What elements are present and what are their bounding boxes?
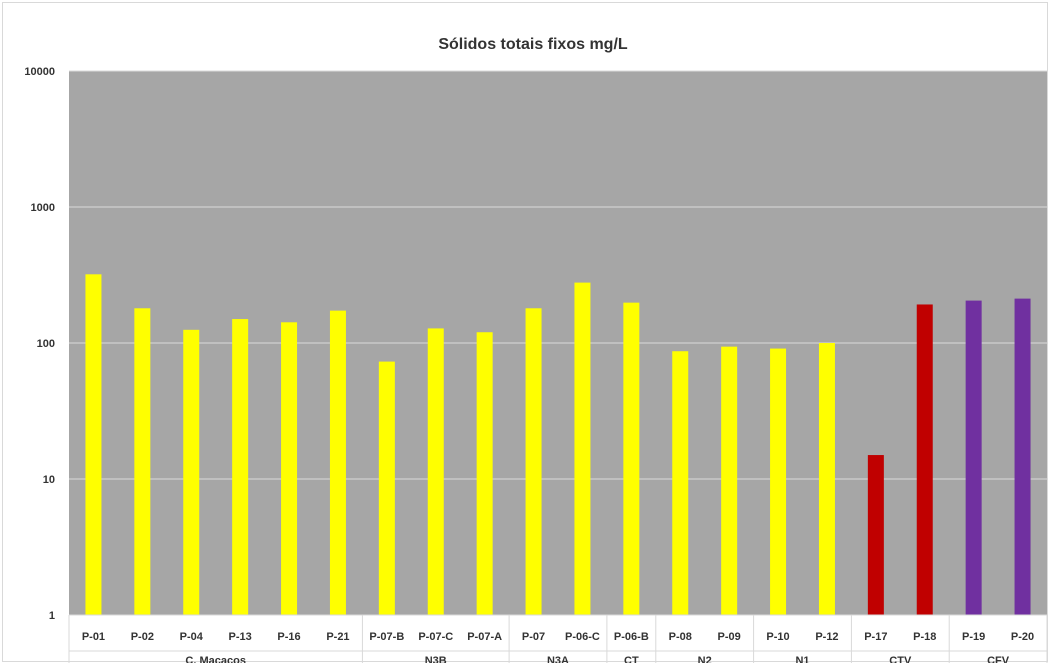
x-tick-label: P-10 (766, 631, 789, 643)
bar-p-08 (672, 351, 689, 615)
x-tick-label: P-16 (277, 631, 300, 643)
bar-p-02 (134, 308, 151, 615)
x-tick-label: P-07-C (418, 631, 453, 643)
bar-p-13 (232, 319, 249, 615)
bar-p-10 (770, 348, 787, 615)
y-tick-label: 100 (37, 338, 55, 350)
bar-p-20 (1014, 298, 1031, 615)
bar-p-07-b (378, 361, 395, 615)
x-tick-label: P-18 (913, 631, 936, 643)
y-axis: 1 10 100 1000 10000 (24, 66, 55, 622)
bar-p-21 (329, 310, 346, 615)
y-tick-label: 10 (43, 474, 55, 486)
y-tick-label: 1000 (31, 202, 55, 214)
x-tick-label: P-06-C (565, 631, 600, 643)
y-tick-label: 1 (49, 610, 55, 622)
bar-p-12 (818, 343, 835, 615)
x-tick-label: P-19 (962, 631, 985, 643)
x-tick-label: P-20 (1011, 631, 1034, 643)
y-tick-label: 10000 (24, 66, 55, 78)
bar-p-16 (281, 322, 298, 615)
group-label: N3B (425, 655, 447, 663)
bar-p-19 (965, 300, 982, 615)
bar-p-18 (916, 304, 933, 615)
x-tick-label: P-12 (815, 631, 838, 643)
bar-p-07-c (427, 328, 444, 615)
group-label: CT (624, 655, 639, 663)
chart: Sólidos totais fixos mg/L 1 10 100 1000 1000… (24, 36, 1048, 663)
x-axis: P-01 P-02 P-04 P-13 P-16 P-21 P-07-B P-07-C P-07… (68, 614, 1048, 663)
x-tick-label: P-13 (229, 631, 252, 643)
bar-p-01 (85, 274, 102, 615)
bar-p-06-c (574, 282, 591, 615)
x-tick-label: P-17 (864, 631, 887, 643)
group-label: CTV (889, 655, 912, 663)
x-tick-label: P-04 (180, 631, 204, 643)
bar-p-17 (867, 455, 884, 615)
x-tick-label: P-02 (131, 631, 154, 643)
group-label: N2 (698, 655, 712, 663)
bar-p-07-a (476, 332, 493, 615)
group-label: N1 (795, 655, 809, 663)
x-tick-label: P-07-A (467, 631, 502, 643)
x-tick-label: P-07-B (369, 631, 404, 643)
bar-p-06-b (623, 302, 640, 615)
group-label: N3A (547, 655, 569, 663)
x-tick-label: P-08 (669, 631, 692, 643)
bar-p-09 (721, 346, 738, 615)
chart-title: Sólidos totais fixos mg/L (438, 36, 628, 53)
bar-p-07 (525, 308, 542, 615)
x-tick-label: P-09 (718, 631, 741, 643)
bars (85, 274, 1031, 615)
x-tick-label: P-06-B (614, 631, 649, 643)
bar-p-04 (183, 329, 200, 615)
x-tick-label: P-21 (326, 631, 349, 643)
x-tick-label: P-07 (522, 631, 545, 643)
gridlines (69, 70, 1047, 480)
group-label: CFV (987, 655, 1010, 663)
group-label: C. Macacos (185, 655, 246, 663)
x-tick-label: P-01 (82, 631, 105, 643)
